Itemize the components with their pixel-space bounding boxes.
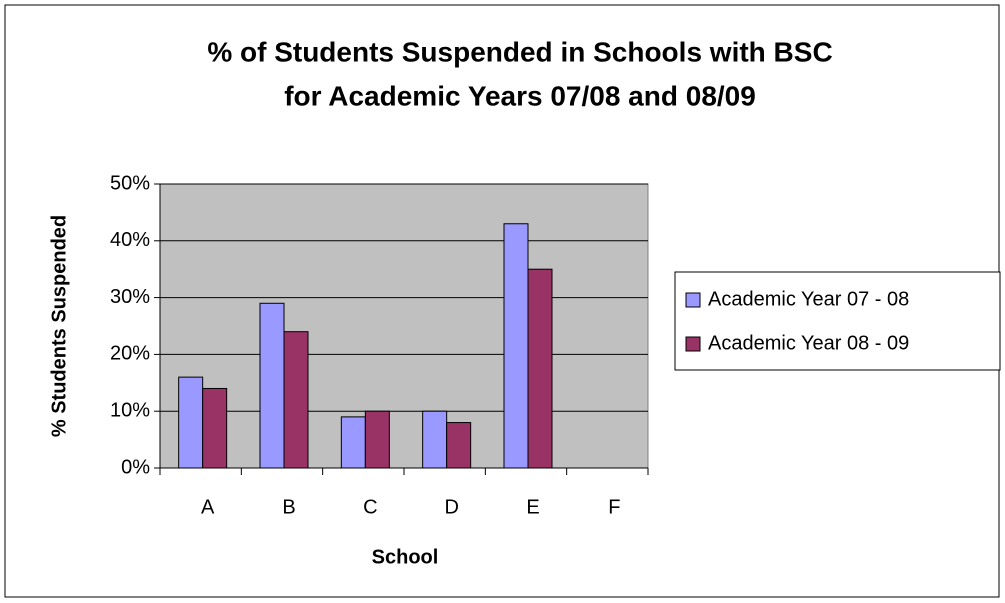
x-axis-label: School	[372, 546, 439, 568]
y-tick-label: 0%	[121, 456, 150, 478]
legend-box	[674, 271, 1001, 371]
y-axis-label: % Students Suspended	[48, 215, 70, 437]
y-tick-label: 10%	[110, 399, 150, 421]
legend-label: Academic Year 08 - 09	[708, 332, 909, 354]
x-tick-label: B	[282, 496, 295, 518]
bar	[364, 410, 390, 469]
chart-title: for Academic Years 07/08 and 08/09	[284, 80, 756, 111]
x-tick-label: F	[608, 496, 620, 518]
legend-swatch	[685, 292, 701, 308]
y-tick-label: 20%	[110, 343, 150, 365]
y-tick-label: 40%	[110, 229, 150, 251]
y-tick-label: 50%	[110, 172, 150, 194]
bar	[503, 223, 529, 469]
bar	[178, 376, 204, 469]
x-tick-label: E	[526, 496, 539, 518]
x-tick-label: A	[201, 496, 215, 518]
bar	[259, 302, 285, 469]
bar	[340, 416, 366, 469]
legend-swatch	[685, 336, 701, 352]
plot-area	[159, 183, 649, 469]
x-tick-label: D	[444, 496, 458, 518]
bar	[202, 387, 228, 469]
bar	[283, 331, 309, 469]
legend-label: Academic Year 07 - 08	[708, 288, 909, 310]
x-tick-label: C	[363, 496, 377, 518]
bar	[527, 268, 553, 469]
bar	[422, 410, 448, 469]
bar	[446, 422, 472, 469]
y-tick-label: 30%	[110, 286, 150, 308]
chart-title: % of Students Suspended in Schools with …	[207, 36, 832, 67]
